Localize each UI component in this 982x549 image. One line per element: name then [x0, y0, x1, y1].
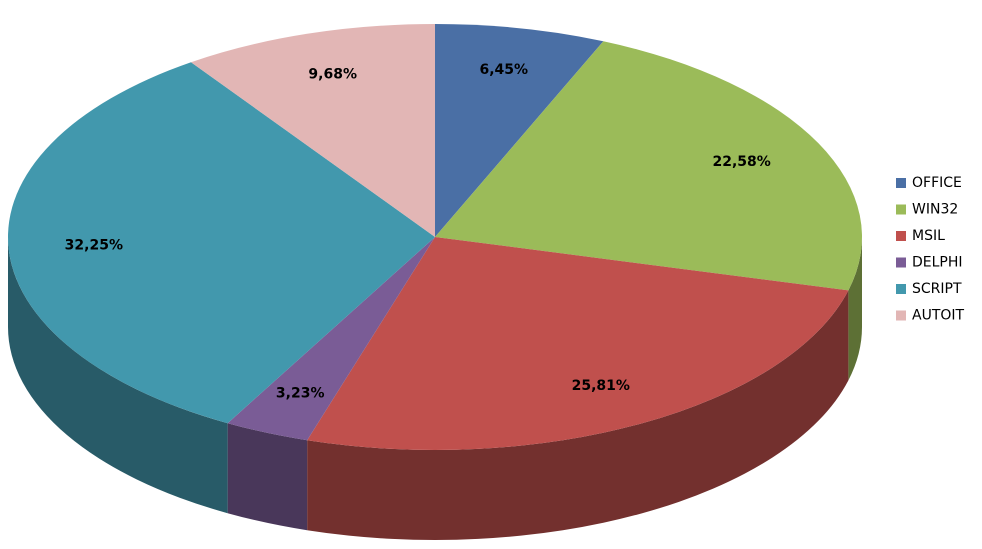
- slice: [7, 62, 435, 424]
- data-label: 6,45%: [479, 62, 528, 78]
- slice-side: [848, 237, 862, 381]
- data-label: 32,25%: [65, 238, 123, 254]
- slice-side: [8, 237, 228, 514]
- legend-swatch: [896, 178, 906, 188]
- legend-label: OFFICE: [912, 175, 962, 191]
- slice: [307, 237, 849, 451]
- data-label: 25,81%: [572, 378, 630, 394]
- slice-side: [307, 290, 849, 540]
- slice-side: [227, 423, 308, 531]
- legend-swatch: [896, 284, 906, 294]
- legend-label: MSIL: [912, 228, 945, 244]
- legend-swatch: [896, 310, 906, 321]
- legend-swatch: [896, 231, 906, 241]
- slice: [191, 23, 435, 237]
- legend-label: SCRIPT: [912, 281, 962, 297]
- legend-label: DELPHI: [912, 255, 963, 271]
- data-label: 22,58%: [713, 154, 771, 170]
- slice: [435, 24, 604, 237]
- legend-swatch: [896, 204, 906, 215]
- legend-label: WIN32: [912, 202, 958, 218]
- slice: [435, 41, 862, 291]
- legend-swatch: [896, 257, 906, 268]
- legend-label: AUTOIT: [912, 308, 965, 324]
- slice: [227, 237, 435, 441]
- data-label: 9,68%: [308, 66, 357, 82]
- data-label: 3,23%: [276, 386, 325, 402]
